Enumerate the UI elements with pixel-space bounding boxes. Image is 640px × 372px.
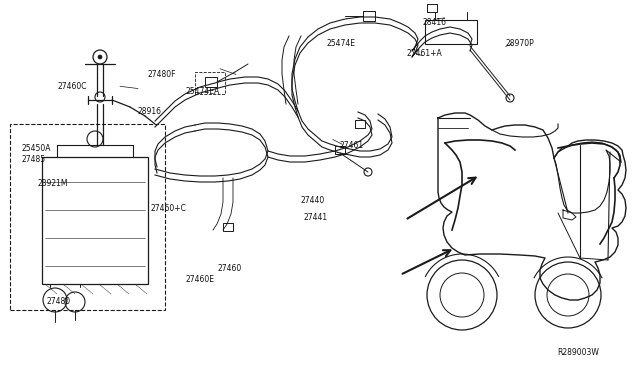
Bar bbox=[10, 124, 165, 310]
Text: 27480F: 27480F bbox=[147, 70, 176, 79]
Bar bbox=[205, 77, 217, 87]
Text: 27460+C: 27460+C bbox=[150, 204, 186, 213]
Text: 27480: 27480 bbox=[46, 297, 70, 306]
Text: 28416: 28416 bbox=[422, 18, 447, 27]
Text: 28921M: 28921M bbox=[37, 179, 68, 187]
Text: 25474EA: 25474EA bbox=[186, 87, 220, 96]
Bar bbox=[363, 11, 375, 21]
Bar bbox=[195, 72, 225, 94]
Text: 27440: 27440 bbox=[301, 196, 325, 205]
Text: 27461: 27461 bbox=[339, 141, 364, 150]
Text: 25450A: 25450A bbox=[21, 144, 51, 153]
Text: 25474E: 25474E bbox=[326, 39, 355, 48]
Bar bbox=[223, 223, 233, 231]
Bar bbox=[425, 20, 477, 44]
Text: 27460C: 27460C bbox=[58, 82, 87, 91]
Text: 27461+A: 27461+A bbox=[406, 49, 442, 58]
Bar bbox=[355, 120, 365, 128]
Text: 27485: 27485 bbox=[21, 155, 45, 164]
Circle shape bbox=[98, 55, 102, 59]
Bar bbox=[42, 157, 148, 284]
Text: 27460: 27460 bbox=[218, 264, 242, 273]
Bar bbox=[335, 146, 345, 154]
Text: R289003W: R289003W bbox=[557, 348, 598, 357]
Text: 27460E: 27460E bbox=[186, 275, 214, 284]
Bar bbox=[427, 4, 437, 12]
Text: 28916: 28916 bbox=[138, 107, 161, 116]
Text: 28970P: 28970P bbox=[506, 39, 534, 48]
Text: 27441: 27441 bbox=[304, 214, 328, 222]
